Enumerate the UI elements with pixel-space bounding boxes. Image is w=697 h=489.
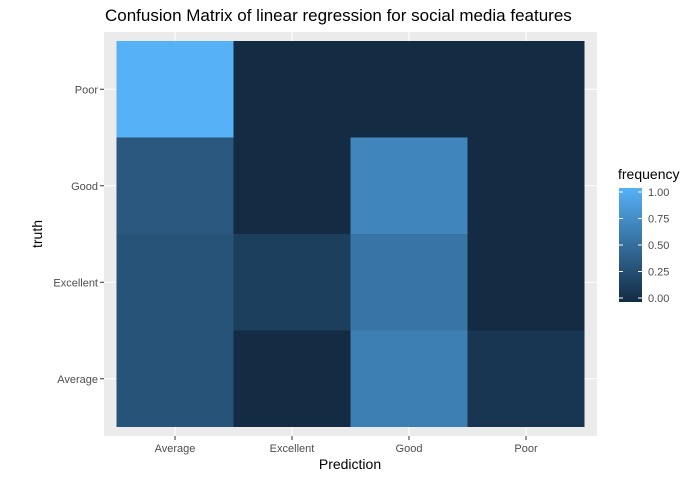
x-axis: Average Excellent Good Poor [155,436,538,455]
x-tick-label: Poor [514,443,538,455]
legend: frequency 0.00 0.25 0.50 0.75 1.00 [618,166,679,305]
y-axis: Average Excellent Good Poor [53,84,104,386]
legend-tick-label: 1.00 [648,187,669,199]
heatmap-cell-average-poor [467,330,585,427]
x-tick-label: Average [155,443,196,455]
heatmap-cell-excellent-poor [467,234,585,331]
y-tick-label: Excellent [53,277,98,289]
heatmap-cell-excellent-good [350,234,468,331]
y-tick-label: Good [71,181,98,193]
x-tick-label: Excellent [270,443,315,455]
heatmap-cell-good-average [116,137,234,234]
legend-tick-label: 0.25 [648,267,669,279]
legend-ticks: 0.00 0.25 0.50 0.75 1.00 [619,187,669,305]
heatmap-cell-excellent-excellent [233,234,351,331]
legend-colorbar [619,188,642,302]
legend-tick-label: 0.75 [648,214,669,226]
heatmap-cell-average-average [116,330,234,427]
y-axis-title: truth [29,220,45,248]
heatmap-cell-average-good [350,330,468,427]
y-tick-label: Average [57,374,98,386]
legend-tick-label: 0.50 [648,240,669,252]
heatmap-cell-average-excellent [233,330,351,427]
heatmap-cell-poor-good [350,41,468,138]
legend-title: frequency [618,166,679,182]
heatmap-cell-poor-poor [467,41,585,138]
heatmap-cell-poor-average [116,41,234,138]
x-axis-title: Prediction [319,456,381,472]
y-tick-label: Poor [75,84,99,96]
chart-title: Confusion Matrix of linear regression fo… [105,6,572,25]
heatmap-cell-excellent-average [116,234,234,331]
heatmap-cell-poor-excellent [233,41,351,138]
heatmap-cell-good-poor [467,137,585,234]
heatmap-cell-good-excellent [233,137,351,234]
legend-tick-label: 0.00 [648,293,669,305]
x-tick-label: Good [396,443,423,455]
heatmap-cells [116,41,585,427]
heatmap-cell-good-good [350,137,468,234]
